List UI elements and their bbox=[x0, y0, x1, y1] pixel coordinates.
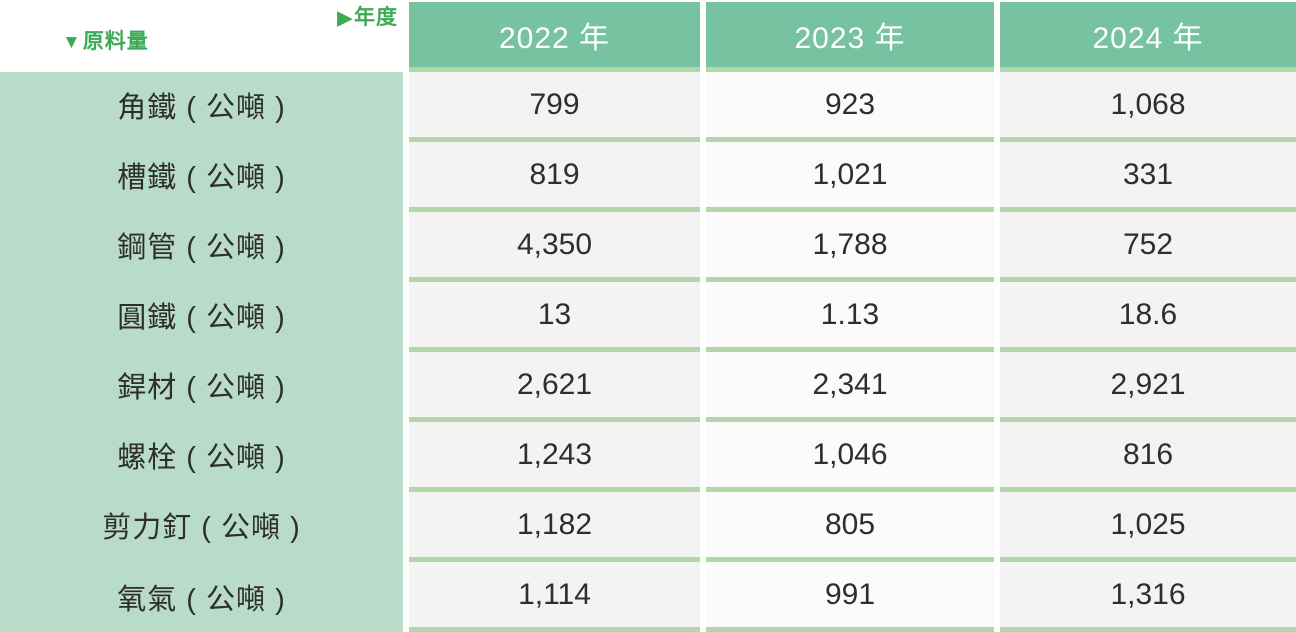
value-cell: 799 bbox=[409, 72, 700, 142]
row-label-cell: 螺栓 ( 公噸 ) bbox=[0, 422, 403, 492]
material-axis-label-text: 原料量 bbox=[82, 30, 149, 53]
year-header-cell: 2024 年 bbox=[1000, 0, 1296, 72]
value-cell: 4,350 bbox=[409, 212, 700, 282]
value-cell: 1,788 bbox=[706, 212, 994, 282]
value-cell: 1,316 bbox=[1000, 562, 1296, 632]
value-cell: 1,114 bbox=[409, 562, 700, 632]
value-cell: 923 bbox=[706, 72, 994, 142]
value-cell: 1,021 bbox=[706, 142, 994, 212]
corner-cell: ▶年度 ▼原料量 bbox=[0, 0, 403, 72]
value-cell: 816 bbox=[1000, 422, 1296, 492]
value-cell: 2,341 bbox=[706, 352, 994, 422]
right-triangle-icon: ▶ bbox=[337, 8, 353, 29]
material-axis-label: ▼原料量 bbox=[62, 25, 149, 55]
year-axis-label-text: 年度 bbox=[354, 6, 398, 29]
value-cell: 18.6 bbox=[1000, 282, 1296, 352]
down-triangle-icon: ▼ bbox=[62, 32, 82, 53]
year-header-cell: 2022 年 bbox=[409, 0, 700, 72]
value-cell: 1,025 bbox=[1000, 492, 1296, 562]
value-cell: 2,621 bbox=[409, 352, 700, 422]
value-cell: 1.13 bbox=[706, 282, 994, 352]
value-cell: 1,182 bbox=[409, 492, 700, 562]
value-cell: 1,068 bbox=[1000, 72, 1296, 142]
value-cell: 819 bbox=[409, 142, 700, 212]
row-label-cell: 角鐵 ( 公噸 ) bbox=[0, 72, 403, 142]
value-cell: 752 bbox=[1000, 212, 1296, 282]
value-cell: 1,243 bbox=[409, 422, 700, 492]
year-axis-label: ▶年度 bbox=[337, 1, 398, 31]
row-label-cell: 氧氣 ( 公噸 ) bbox=[0, 562, 403, 632]
row-label-cell: 銲材 ( 公噸 ) bbox=[0, 352, 403, 422]
row-label-cell: 槽鐵 ( 公噸 ) bbox=[0, 142, 403, 212]
value-cell: 1,046 bbox=[706, 422, 994, 492]
year-header-cell: 2023 年 bbox=[706, 0, 994, 72]
row-label-cell: 剪力釘 ( 公噸 ) bbox=[0, 492, 403, 562]
value-cell: 805 bbox=[706, 492, 994, 562]
value-cell: 2,921 bbox=[1000, 352, 1296, 422]
value-cell: 13 bbox=[409, 282, 700, 352]
value-cell: 331 bbox=[1000, 142, 1296, 212]
row-label-cell: 圓鐵 ( 公噸 ) bbox=[0, 282, 403, 352]
value-cell: 991 bbox=[706, 562, 994, 632]
row-label-cell: 鋼管 ( 公噸 ) bbox=[0, 212, 403, 282]
